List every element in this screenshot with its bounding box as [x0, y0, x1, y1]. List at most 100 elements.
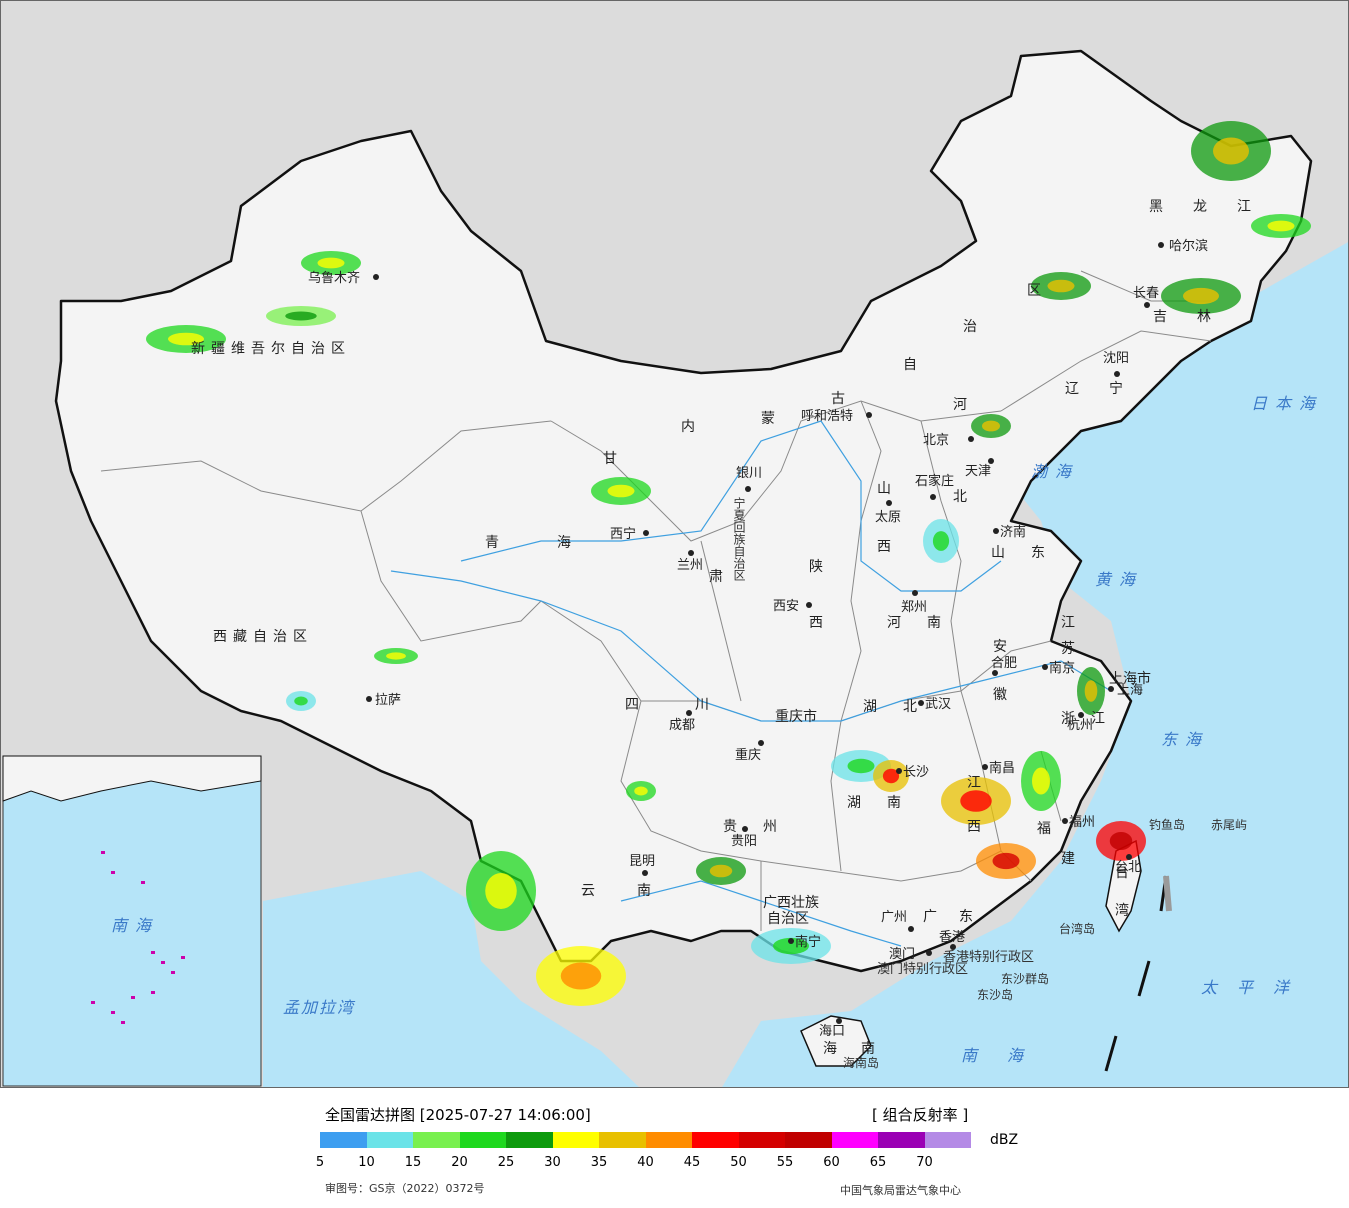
radar-echo-core: [992, 852, 1020, 870]
legend-swatch-40: [645, 1132, 692, 1148]
city-marker-hohhot: [866, 412, 872, 418]
city-marker-lanzhou: [688, 550, 694, 556]
city-label-tianjin: 天津: [965, 464, 991, 479]
city-label-taipei: 台北: [1115, 860, 1141, 875]
legend-swatch-15: [413, 1132, 460, 1148]
region-zhejiang-2: 江: [1091, 711, 1111, 727]
city-marker-urumqi: [373, 274, 379, 280]
legend-color-bar: [320, 1132, 971, 1148]
region-xinjiang: 新疆维吾尔自治区: [191, 341, 351, 357]
review-number: 审图号：GS京（2022）0372号: [325, 1182, 485, 1195]
radar-echo-core: [294, 696, 308, 706]
radar-echo-core: [386, 652, 406, 660]
region-jilin-2: 林: [1197, 309, 1217, 325]
sea-bohai: 渤海: [1031, 462, 1079, 481]
city-marker-shijiazhuang: [930, 494, 936, 500]
source-label: 中国气象局雷达气象中心: [840, 1184, 961, 1197]
city-marker-shanghai: [1108, 686, 1114, 692]
island-dongsha-1: 东沙群岛: [1001, 971, 1049, 986]
inset-island-dot: [151, 991, 155, 994]
city-marker-changsha: [896, 768, 902, 774]
legend-tick-label: 50: [730, 1155, 747, 1170]
radar-echo-core: [1213, 137, 1249, 165]
legend-tick-label: 45: [683, 1155, 701, 1170]
city-label-hohhot: 呼和浩特: [801, 409, 853, 424]
region-shanxi-1: 山: [877, 481, 897, 497]
legend-tick-label: 25: [497, 1155, 515, 1170]
city-labels: 乌鲁木齐拉萨西宁兰州银川呼和浩特北京天津石家庄太原济南郑州西安哈尔滨长春沈阳成都…: [308, 238, 1208, 1039]
legend-tick-label: 15: [404, 1155, 422, 1170]
city-marker-xian: [806, 602, 812, 608]
sea-mengjiala: 孟加拉湾: [283, 998, 356, 1017]
city-marker-zhengzhou: [912, 590, 918, 596]
region-gansu-2: 肃: [709, 569, 729, 585]
city-label-shanghai: 上海: [1117, 683, 1143, 698]
city-marker-guiyang: [742, 826, 748, 832]
radar-echo-core: [709, 864, 733, 878]
region-guangdong-2: 东: [959, 909, 979, 925]
region-shandong-2: 东: [1031, 545, 1051, 561]
legend-swatch-25: [506, 1132, 553, 1148]
region-hainan-2: 南: [861, 1041, 881, 1057]
city-label-shenyang: 沈阳: [1103, 351, 1129, 366]
city-label-macao: 澳门: [889, 946, 915, 962]
city-label-shijiazhuang: 石家庄: [915, 473, 954, 489]
legend-title: 全国雷达拼图 [2025-07-27 14:06:00]: [325, 1106, 591, 1124]
region-ningxia: 宁夏回族自治区: [732, 496, 746, 581]
sea-taipingyang: 太平洋: [1201, 978, 1309, 997]
legend-tick-label: 10: [358, 1155, 375, 1170]
legend-panel: 全国雷达拼图 [2025-07-27 14:06:00] [ 组合反射率 ] d…: [0, 1088, 1349, 1208]
city-label-nanchang: 南昌: [989, 760, 1015, 776]
sea-riben: 日本海: [1251, 394, 1323, 413]
region-shanghai: 上海市: [1109, 670, 1151, 687]
hainan-island: [800, 1015, 872, 1067]
city-marker-hefei: [992, 670, 998, 676]
sea-nanhai: 南海: [961, 1046, 1053, 1065]
inset-island-dot: [171, 971, 175, 974]
legend-swatch-70: [924, 1132, 971, 1148]
region-qinghai-2: 海: [557, 535, 577, 551]
legend-tick-label: 55: [776, 1155, 794, 1170]
region-heilongjiang: 黑龙江: [1149, 199, 1281, 215]
island-chiwei: 赤尾屿: [1211, 818, 1247, 832]
city-marker-macao: [926, 950, 932, 956]
city-label-xining: 西宁: [610, 526, 636, 542]
region-jiangsu-2: 苏: [1061, 641, 1081, 657]
region-guizhou-1: 贵: [723, 819, 743, 835]
city-label-zhengzhou: 郑州: [901, 600, 927, 615]
city-marker-taipei: [1126, 854, 1132, 860]
radar-echo-core: [847, 758, 875, 774]
legend-swatch-65: [878, 1132, 925, 1148]
region-taiwan-1: 台: [1115, 865, 1135, 881]
legend-swatch-35: [599, 1132, 646, 1148]
region-yunnan-2: 南: [637, 883, 657, 899]
city-marker-lhasa: [366, 696, 372, 702]
radar-echo-core: [634, 786, 648, 796]
region-shaanxi-1: 陕: [809, 559, 829, 575]
region-hunan-1: 湖: [847, 795, 867, 811]
city-label-changsha: 长沙: [903, 765, 929, 780]
region-neimenggu-6: 区: [1027, 283, 1047, 299]
sea-donghai: 东海: [1161, 730, 1209, 749]
region-anhui-2: 徽: [993, 687, 1013, 703]
region-yunnan-1: 云: [581, 883, 601, 899]
region-qinghai-1: 青: [485, 535, 505, 551]
region-henan-2: 南: [927, 615, 947, 631]
inset-island-dot: [91, 1001, 95, 1004]
city-label-beijing: 北京: [923, 433, 949, 448]
region-neimenggu-3: 古: [831, 391, 851, 407]
city-marker-harbin: [1158, 242, 1164, 248]
region-fujian-2: 建: [1061, 851, 1081, 867]
legend-tick-label: 30: [544, 1155, 561, 1170]
city-marker-jinan: [993, 528, 999, 534]
city-marker-guangzhou: [908, 926, 914, 932]
region-guizhou-2: 州: [763, 819, 783, 835]
city-marker-yinchuan: [745, 486, 751, 492]
legend-swatch-45: [692, 1132, 739, 1148]
radar-echo-core: [1109, 832, 1133, 850]
region-shaanxi-2: 西: [809, 615, 829, 631]
city-label-hangzhou: 杭州: [1067, 718, 1093, 733]
city-label-nanning: 南宁: [795, 934, 821, 950]
legend-swatch-55: [785, 1132, 832, 1148]
sea-huanghai: 黄海: [1095, 570, 1143, 589]
